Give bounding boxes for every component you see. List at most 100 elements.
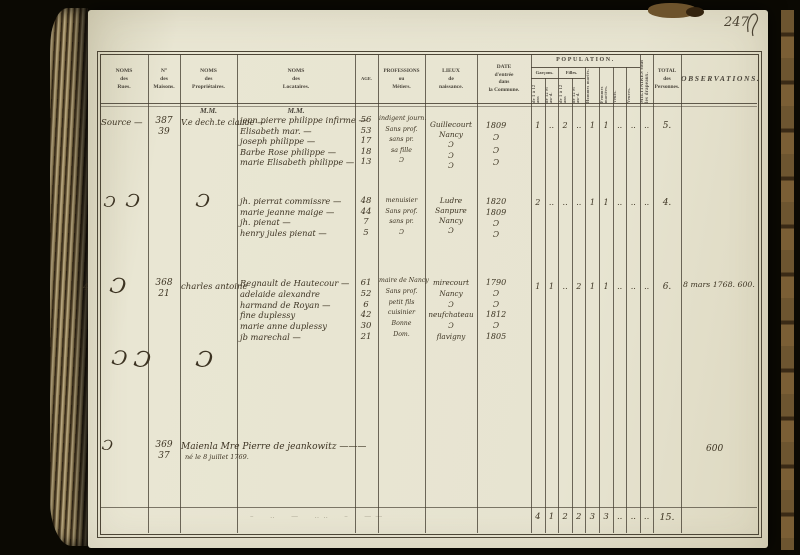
header-veufs: Veufs. <box>612 90 617 103</box>
block-d-birth-note: né le 8 juillet 1769. <box>185 453 249 461</box>
block-c-ditto-street: Ɔ <box>108 272 128 300</box>
block-c-tenant-names: Regnault de Hautecour — adelaide alexand… <box>240 278 350 342</box>
column-rule <box>378 54 379 533</box>
block-b-total: 4. <box>662 198 672 208</box>
header-hommes-maries: Hommes mariés. <box>585 68 590 103</box>
block-b-birthplaces: Ludre Sanpure Nancy Ɔ <box>435 196 467 235</box>
pop-cell: .. <box>630 282 636 291</box>
block-c-birthplaces: mirecourt Nancy Ɔ neufchateau Ɔ flavigny <box>428 278 474 341</box>
block-a-tenant-names: jean pierre philippe infirme — Elisabeth… <box>240 115 367 168</box>
pop-cell: 1 <box>535 282 541 291</box>
pop-cell: .. <box>617 198 623 207</box>
block-c-owner: charles antoine <box>181 282 248 292</box>
column-rule <box>425 54 426 533</box>
pop-cell-militaires: .. <box>644 282 650 291</box>
header-garcons-sub2: de 12 et au-d. <box>544 86 554 103</box>
margin-mark: 4 <box>83 283 89 293</box>
pop-cell: 1 <box>603 121 609 130</box>
curl-mark: Ɔ <box>132 346 153 375</box>
mm-label-locataires: M.M. <box>287 106 305 115</box>
block-c-population-counts: 1 1.. 2 1 1...... <box>531 282 653 291</box>
block-b-population-counts: 2...... 1 1...... <box>531 198 653 207</box>
block-c-ages: 61 52 6 42 30 21 <box>360 278 372 342</box>
pop-cell: 1 <box>548 282 554 291</box>
pop-cell: .. <box>630 198 636 207</box>
book-page-edges-right <box>768 12 781 548</box>
book-cover-edge <box>781 10 794 550</box>
header-veuves: Veuves. <box>625 87 631 103</box>
page-damage-spot <box>686 7 704 17</box>
column-rule <box>640 54 641 533</box>
book-page-edges-left <box>50 8 88 546</box>
column-rule <box>180 54 181 533</box>
block-a-street: Source — <box>101 118 143 128</box>
register-page <box>88 10 768 548</box>
pop-cell: 1 <box>589 121 595 130</box>
column-rule <box>599 67 600 533</box>
column-rule <box>681 54 682 533</box>
pop-cell: 3 <box>589 512 596 522</box>
pop-cell: .. <box>548 198 554 207</box>
block-c-house-no: 368 21 <box>155 278 173 299</box>
column-rule <box>544 78 546 533</box>
header-population-title: POPULATION. <box>556 57 615 63</box>
block-b-ages: 48 44 7 5 <box>360 196 372 239</box>
pop-cell: 2 <box>576 282 582 291</box>
column-rule <box>477 54 478 533</box>
totals-grand-total: 15. <box>659 512 675 523</box>
pop-cell: 2 <box>576 512 582 522</box>
pop-cell: 1 <box>589 282 595 291</box>
block-c-entry-dates: 1790 Ɔ Ɔ 1812 Ɔ 1805 <box>485 278 507 341</box>
pop-cell: .. <box>548 121 554 130</box>
header-professions: PROFESSIONS ou Métiers. <box>383 68 420 90</box>
header-rues: NOMS des Rues. <box>115 68 133 90</box>
garcons-filles-rule <box>531 78 586 79</box>
pop-cell: .. <box>617 121 623 130</box>
column-rule <box>237 54 238 533</box>
block-b-professions: menuisier Sans prof. sans pr. Ɔ <box>385 197 418 237</box>
column-rule <box>626 67 628 533</box>
pop-cell: 1 <box>603 198 609 207</box>
pop-cell-militaires: .. <box>644 121 650 130</box>
header-age: AGE. <box>360 76 373 81</box>
column-rule <box>531 54 532 533</box>
block-a-birthplaces: Guillecourt Nancy Ɔ Ɔ Ɔ <box>430 120 472 170</box>
pop-cell: 3 <box>603 512 609 522</box>
header-total: TOTAL des Personnes. <box>654 68 680 90</box>
column-rule <box>571 78 573 533</box>
totals-row-smudge: – ‥ — ‥‥ – —— <box>250 512 387 520</box>
page-damage-mark <box>648 3 698 18</box>
column-rule <box>612 67 614 533</box>
totals-row-rule <box>100 507 757 508</box>
block-c-professions: maire de Nancy Sans prof. petit fils cui… <box>379 277 429 338</box>
block-d-ditto-street: Ɔ <box>100 437 114 455</box>
header-locataires: NOMS des Locataires. <box>282 68 310 90</box>
pop-cell-militaires: .. <box>644 198 650 207</box>
header-bottom-rule <box>100 103 757 105</box>
header-proprietaires: NOMS des Propriétaires. <box>192 68 225 90</box>
totals-population-counts: 4 1 2 2 3 3...... <box>531 512 653 522</box>
curl-mark: Ɔ <box>194 346 215 375</box>
block-a-house-no: 387 39 <box>155 116 173 137</box>
pop-cell: 2 <box>535 198 541 207</box>
column-rule <box>355 54 356 533</box>
block-a-population-counts: 1.. 2.. 1 1...... <box>531 121 653 130</box>
block-a-professions: indigent journ. Sans prof. sans pr. sa f… <box>379 115 427 165</box>
pop-cell: 2 <box>562 121 568 130</box>
header-date: DATE d'entrée dans la Commune. <box>488 64 520 93</box>
header-observations: OBSERVATIONS. <box>681 74 761 83</box>
pop-cell: 1 <box>603 282 609 291</box>
pop-cell: 1 <box>548 512 555 522</box>
pop-cell: .. <box>630 512 636 522</box>
block-b-ditto-no: Ɔ <box>124 190 142 213</box>
block-c-total: 6. <box>662 282 672 292</box>
header-garcons: Garçons. <box>535 70 554 75</box>
column-rule <box>653 54 654 533</box>
header-filles: Filles. <box>565 70 578 75</box>
pop-cell: .. <box>562 282 568 291</box>
block-a-ages: 56 53 17 18 13 <box>360 115 372 168</box>
block-d-observation: 600 <box>706 444 724 454</box>
pop-cell: .. <box>576 121 582 130</box>
block-d-name: Maienla Mre Pierre de jeankowitz ——— <box>181 442 367 452</box>
